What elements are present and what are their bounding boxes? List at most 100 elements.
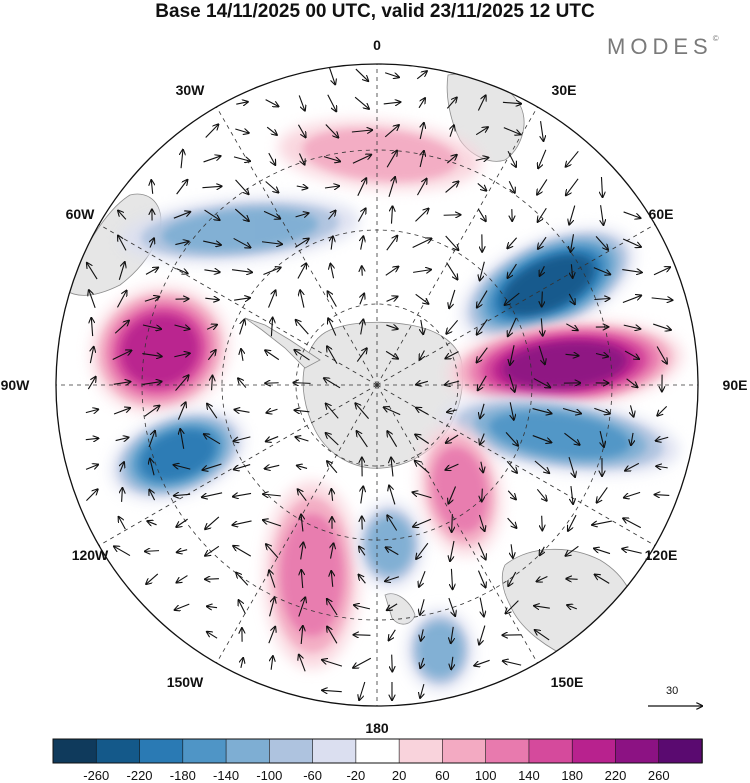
wind-vector <box>413 270 431 273</box>
wind-vector <box>151 180 152 194</box>
wind-vector <box>122 488 123 502</box>
wind-vector <box>622 549 642 554</box>
wind-vector <box>477 182 486 190</box>
wind-vector <box>478 375 487 390</box>
wind-vector <box>299 655 306 672</box>
wind-vector <box>265 383 279 384</box>
wind-vector <box>418 98 425 109</box>
wind-vector <box>174 494 191 495</box>
wind-vector <box>265 181 279 193</box>
colorbar-swatch <box>615 738 660 764</box>
wind-vector <box>87 377 95 390</box>
wind-vector <box>298 153 304 164</box>
wind-vector <box>385 350 398 358</box>
colorbar-tick-label: 220 <box>605 768 627 783</box>
wind-vector <box>564 432 579 445</box>
wind-vector <box>419 571 426 587</box>
wind-vector <box>450 540 455 561</box>
colorbar-swatch <box>269 738 314 764</box>
wind-vector <box>507 237 518 248</box>
wind-vector <box>502 102 521 103</box>
wind-vector <box>236 102 247 104</box>
wind-vector <box>89 290 96 308</box>
wind-vector <box>142 354 161 357</box>
wind-vector <box>113 408 130 415</box>
wind-vector <box>503 661 522 666</box>
wind-vector <box>631 432 633 445</box>
wind-vector <box>263 268 280 275</box>
wind-vector <box>534 460 549 473</box>
wind-vector <box>566 323 577 330</box>
wind-vector <box>234 298 250 300</box>
wind-vector <box>327 461 338 474</box>
wind-vector <box>116 291 126 308</box>
wind-vector <box>594 548 611 555</box>
wind-vector <box>566 579 578 580</box>
colorbar-swatch <box>52 738 98 764</box>
wind-vector <box>205 579 219 580</box>
wind-vector <box>477 95 485 111</box>
wind-vector <box>352 155 371 164</box>
wind-vector <box>325 124 338 138</box>
colorbar-tick-label: -260 <box>83 768 109 783</box>
wind-vector <box>359 547 366 556</box>
colorbar-tick-label: -60 <box>303 768 322 783</box>
colorbar-swatch <box>528 738 574 764</box>
wind-vector <box>653 267 670 276</box>
wind-vector <box>446 155 456 164</box>
wind-vector <box>327 94 336 111</box>
wind-vector <box>624 350 639 359</box>
wind-vector <box>331 543 334 559</box>
wind-vector <box>507 490 516 499</box>
wind-vector <box>540 546 545 555</box>
wind-vector <box>114 321 129 334</box>
wind-vector <box>232 520 252 525</box>
wind-vector <box>451 656 453 669</box>
wind-vector <box>204 434 221 445</box>
wind-vector <box>120 462 124 472</box>
wind-vector <box>508 263 517 278</box>
wind-vector <box>445 381 460 385</box>
wind-vector <box>298 597 305 617</box>
colorbar-tick-label: -20 <box>346 768 365 783</box>
wind-vector <box>594 407 609 413</box>
wind-vector <box>175 603 190 610</box>
wind-vector <box>298 489 307 502</box>
wind-vector <box>446 262 458 280</box>
longitude-label: 30E <box>552 82 577 98</box>
polar-map: 0 30E 60E 90E 120E 150E 180 150W 120W 90W 60W 30W 3… <box>1 37 748 736</box>
wind-vector <box>353 657 372 667</box>
wind-vector <box>421 629 423 640</box>
wind-vector <box>236 573 249 586</box>
wind-vector <box>450 125 454 137</box>
wind-vector <box>508 317 517 336</box>
wind-vector <box>384 407 401 416</box>
wind-vector <box>568 293 575 304</box>
meridian-line <box>216 384 378 664</box>
wind-vector <box>354 96 369 109</box>
wind-vector <box>477 208 485 221</box>
wind-vector <box>119 517 126 530</box>
wind-vector <box>538 149 547 168</box>
wind-vector <box>565 354 579 355</box>
wind-vector <box>413 518 432 527</box>
wind-vector <box>90 347 93 364</box>
wind-vector <box>475 127 488 136</box>
wind-vector <box>389 629 396 640</box>
wind-vector <box>538 236 547 249</box>
wind-vector <box>234 436 251 441</box>
colorbar-tick-label: 60 <box>435 768 449 783</box>
wind-vector <box>323 156 340 162</box>
wind-vector <box>301 570 302 589</box>
wind-vector <box>326 404 339 419</box>
wind-vector <box>241 658 243 669</box>
wind-vector <box>175 375 189 391</box>
wind-vector <box>263 210 280 218</box>
wind-vector <box>265 350 280 361</box>
anomaly-contour <box>302 128 458 182</box>
wind-vector <box>235 129 248 133</box>
wind-vector <box>474 659 490 665</box>
wind-vector <box>601 205 604 225</box>
wind-vector <box>446 434 459 443</box>
wind-vector <box>180 429 183 449</box>
